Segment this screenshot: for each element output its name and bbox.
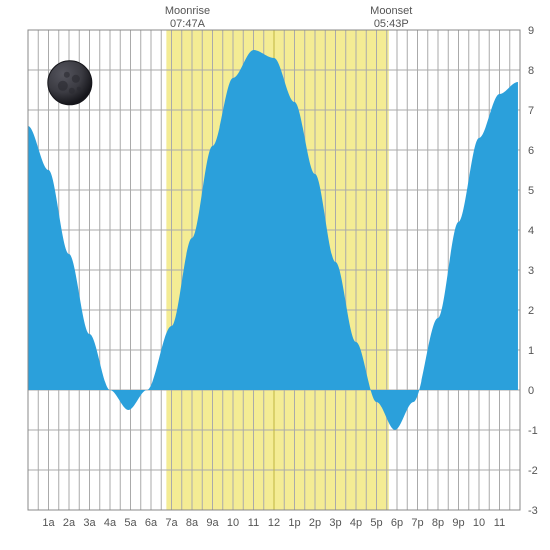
x-tick-label: 10 <box>227 517 239 529</box>
x-tick-label: 5p <box>370 517 382 529</box>
x-tick-label: 1a <box>42 517 55 529</box>
x-tick-label: 7p <box>411 517 423 529</box>
y-tick-label: 9 <box>528 25 534 37</box>
moonset-label: Moonset <box>370 5 412 17</box>
y-tick-label: 0 <box>528 385 534 397</box>
x-tick-label: 1p <box>288 517 300 529</box>
y-tick-label: 8 <box>528 65 534 77</box>
chart-svg: -3-2-101234567891a2a3a4a5a6a7a8a9a101112… <box>0 0 550 550</box>
y-tick-label: 7 <box>528 105 534 117</box>
y-tick-label: 4 <box>528 225 534 237</box>
moon-icon <box>48 61 92 105</box>
x-tick-label: 12 <box>268 517 280 529</box>
moonrise-time: 07:47A <box>170 18 206 30</box>
x-tick-label: 9a <box>206 517 219 529</box>
y-tick-label: -3 <box>528 505 538 517</box>
x-tick-label: 4a <box>104 517 117 529</box>
x-tick-label: 5a <box>124 517 137 529</box>
x-tick-label: 11 <box>494 517 505 529</box>
moonset-time: 05:43P <box>374 18 409 30</box>
x-tick-label: 3p <box>329 517 341 529</box>
x-tick-label: 2p <box>309 517 321 529</box>
x-tick-label: 7a <box>165 517 178 529</box>
y-tick-label: 2 <box>528 305 534 317</box>
x-tick-label: 8a <box>186 517 199 529</box>
x-tick-label: 8p <box>432 517 444 529</box>
y-tick-label: -2 <box>528 465 538 477</box>
x-tick-label: 2a <box>63 517 76 529</box>
y-tick-label: -1 <box>528 425 538 437</box>
moonrise-label: Moonrise <box>165 5 210 17</box>
y-tick-label: 1 <box>528 345 534 357</box>
x-tick-label: 6p <box>391 517 403 529</box>
x-tick-label: 3a <box>83 517 96 529</box>
y-tick-label: 6 <box>528 145 534 157</box>
x-tick-label: 9p <box>452 517 464 529</box>
x-tick-label: 11 <box>248 517 259 529</box>
x-tick-label: 10 <box>473 517 485 529</box>
x-tick-label: 4p <box>350 517 362 529</box>
x-tick-label: 6a <box>145 517 158 529</box>
y-tick-label: 5 <box>528 185 534 197</box>
y-tick-label: 3 <box>528 265 534 277</box>
tide-chart: -3-2-101234567891a2a3a4a5a6a7a8a9a101112… <box>0 0 550 550</box>
